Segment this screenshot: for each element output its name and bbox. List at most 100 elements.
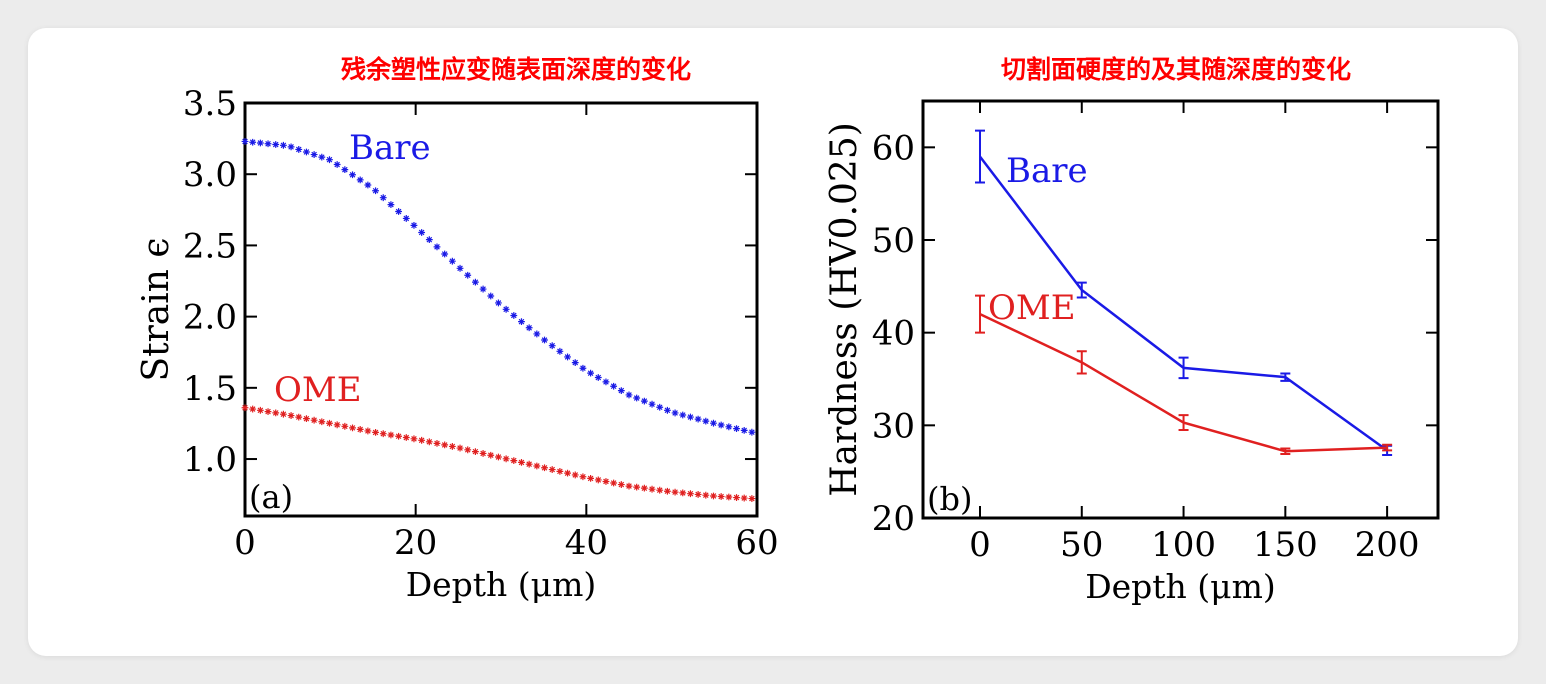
chart-b-frame [921, 99, 1440, 520]
series-ome [974, 294, 1393, 456]
error-bar [1178, 356, 1189, 380]
data-point [418, 229, 426, 236]
data-point [418, 436, 426, 444]
data-point [533, 330, 541, 338]
data-point [425, 438, 433, 446]
series-bare [241, 138, 756, 436]
data-point [710, 492, 717, 500]
series-ome [241, 404, 756, 502]
y-tick-label: 50 [872, 221, 915, 261]
data-point [349, 424, 356, 432]
data-point [272, 141, 280, 148]
error-bar [1382, 443, 1393, 452]
data-point [241, 138, 249, 145]
data-point [694, 415, 702, 423]
x-tick-label: 20 [394, 523, 437, 563]
data-point [479, 450, 487, 457]
data-point [625, 391, 633, 399]
data-point [518, 458, 525, 466]
y-tick-label: 2.0 [183, 298, 237, 338]
data-point [364, 181, 372, 189]
data-point [472, 278, 479, 286]
data-point [364, 427, 372, 435]
data-point [579, 364, 587, 372]
data-point [725, 493, 733, 501]
data-point [694, 491, 702, 498]
data-point [579, 473, 587, 481]
y-tick-label: 60 [872, 128, 915, 168]
data-point [564, 469, 571, 477]
error-bar [1280, 372, 1291, 382]
data-point [610, 479, 618, 487]
data-point [594, 374, 602, 381]
data-point [487, 292, 495, 300]
data-point [433, 439, 441, 447]
data-point [687, 413, 694, 421]
data-point [402, 434, 410, 441]
error-bar [1076, 281, 1087, 299]
chart-a-panel-label: (a) [249, 478, 293, 516]
data-point [333, 421, 341, 429]
data-point [303, 415, 310, 423]
data-point [702, 417, 710, 425]
error-bar [1178, 414, 1189, 431]
data-point [287, 412, 295, 419]
data-point [656, 403, 664, 411]
data-point [495, 453, 502, 461]
data-point [541, 336, 548, 344]
x-tick-label: 0 [234, 523, 256, 563]
data-point [356, 426, 364, 433]
data-point [387, 201, 395, 208]
data-point [372, 429, 379, 436]
data-point [264, 408, 272, 416]
data-point [425, 236, 433, 244]
data-point [725, 423, 733, 431]
data-point [717, 493, 725, 500]
series-label-ome: OME [274, 370, 362, 410]
data-point [402, 215, 410, 222]
y-tick-label: 30 [872, 406, 915, 446]
data-point [525, 460, 533, 468]
data-point [640, 397, 648, 405]
series-label-ome: OME [988, 288, 1076, 328]
data-point [387, 431, 395, 439]
data-point [633, 483, 641, 491]
x-tick-label: 40 [565, 523, 608, 563]
data-point [510, 457, 518, 465]
data-point [664, 406, 671, 414]
data-point [272, 409, 280, 417]
data-point [556, 347, 564, 355]
data-point [333, 161, 341, 168]
data-point [464, 446, 472, 454]
data-point [356, 176, 364, 184]
x-tick-label: 60 [735, 523, 778, 563]
x-tick-label: 100 [1151, 525, 1216, 565]
data-point [518, 318, 525, 326]
data-point [594, 476, 602, 484]
data-point [748, 428, 756, 436]
data-point [287, 143, 295, 151]
y-tick-label: 20 [872, 499, 915, 539]
data-point [733, 494, 740, 501]
data-point [441, 250, 449, 258]
data-point [310, 151, 318, 158]
data-point [564, 353, 571, 361]
data-point [410, 435, 418, 443]
x-tick-label: 200 [1355, 525, 1420, 565]
data-point [502, 455, 510, 463]
data-point [748, 495, 756, 502]
data-point [710, 419, 717, 427]
x-tick-label: 50 [1060, 525, 1103, 565]
data-point [717, 421, 725, 429]
data-point [571, 359, 579, 366]
data-point [395, 208, 402, 215]
data-point [525, 324, 533, 332]
data-point [556, 467, 564, 475]
data-point [456, 444, 464, 452]
data-point [533, 462, 541, 470]
data-point [249, 405, 257, 413]
data-point [318, 153, 326, 161]
data-point [617, 387, 625, 394]
